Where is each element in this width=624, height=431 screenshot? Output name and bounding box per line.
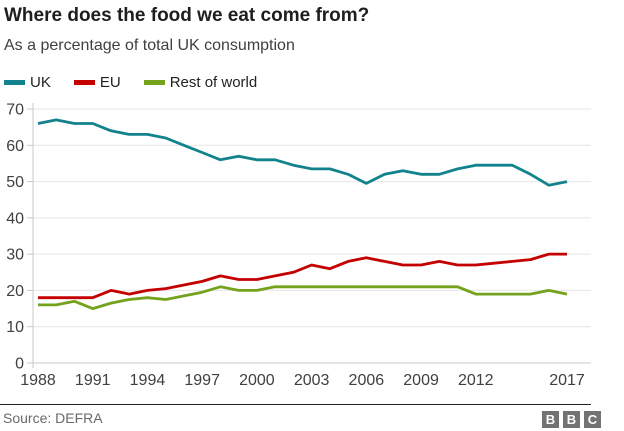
y-tick-label: 60 <box>6 138 24 155</box>
legend-swatch-uk <box>4 79 25 85</box>
x-tick-label: 1997 <box>184 372 220 389</box>
series-line-rest-of-world <box>38 285 568 311</box>
y-tick-label: 10 <box>6 319 24 336</box>
x-tick-label: 2006 <box>349 372 385 389</box>
legend-label-uk: UK <box>30 73 51 91</box>
footer-divider <box>0 404 591 405</box>
chart-subtitle: As a percentage of total UK consumption <box>4 37 295 54</box>
y-tick-label: 70 <box>6 102 24 119</box>
legend-item-rest-of-world: Rest of world <box>143 73 258 91</box>
x-tick-label: 1991 <box>75 372 111 389</box>
bbc-logo-block: B <box>542 411 559 428</box>
series-line-uk <box>37 118 568 187</box>
legend-swatch-rest-of-world <box>143 79 165 85</box>
bbc-logo: B B C <box>542 411 601 428</box>
x-tick-label: 2012 <box>458 372 494 389</box>
legend-item-uk: UK <box>4 74 51 91</box>
bbc-logo-block: B <box>563 411 580 428</box>
x-tick-label: 1988 <box>20 372 56 389</box>
line-chart: 0 10 20 30 40 50 60 70 1988 1991 1994 1997 2000 2003 2… <box>6 102 591 389</box>
bbc-logo-block: C <box>584 411 601 428</box>
legend-label-rest-of-world: Rest of world <box>169 73 258 91</box>
x-tick-label: 2009 <box>403 372 439 389</box>
source-text: Source: DEFRA <box>3 410 103 426</box>
y-tick-label: 20 <box>6 283 24 300</box>
series-line-eu <box>38 252 567 300</box>
x-tick-label: 1994 <box>130 372 166 389</box>
legend-item-eu: EU <box>73 73 121 91</box>
legend: UK EU Rest of world <box>4 73 257 91</box>
x-tick-label: 2000 <box>239 372 275 389</box>
y-tick-label: 40 <box>6 210 24 227</box>
legend-swatch-eu <box>73 79 95 85</box>
y-tick-label: 30 <box>6 247 24 264</box>
x-tick-label: 2003 <box>294 372 330 389</box>
x-tick-label: 2017 <box>549 372 585 389</box>
y-tick-label: 50 <box>6 174 24 191</box>
legend-label-eu: EU <box>99 73 121 91</box>
y-tick-label: 0 <box>15 356 24 373</box>
chart-title: Where does the food we eat come from? <box>4 5 370 26</box>
